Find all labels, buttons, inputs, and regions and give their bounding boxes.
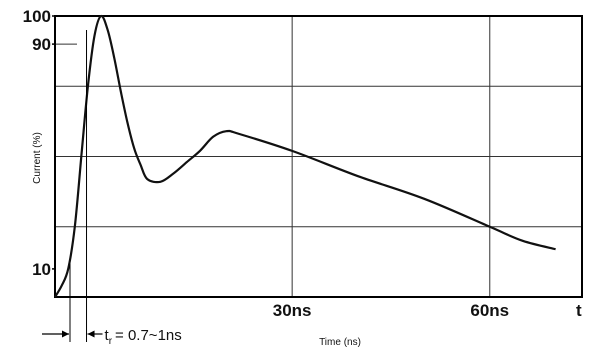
y-tick-label-10: 10 [32, 260, 51, 279]
series-line [54, 14, 556, 298]
rise-time-annotation: tr = 0.7~1ns [42, 30, 182, 347]
x-tick-label-30: 30ns [273, 301, 312, 320]
y-tick-labels: 10 90 100 [23, 7, 51, 279]
x-axis-end-label: t [576, 301, 582, 320]
x-axis-label: Time (ns) [319, 337, 361, 348]
x-tick-label-60: 60ns [470, 301, 509, 320]
x-tick-labels: 30ns 60ns [273, 301, 509, 320]
y-tick-label-90: 90 [32, 35, 51, 54]
y-tick-label-100: 100 [23, 7, 51, 26]
rise-arrowhead-left [62, 330, 69, 338]
rise-time-label: tr = 0.7~1ns [105, 327, 182, 347]
y-axis-label: Current (%) [32, 132, 43, 184]
grid-lines [52, 15, 582, 297]
rise-arrowhead-right [87, 330, 95, 338]
plot-frame [54, 15, 583, 298]
